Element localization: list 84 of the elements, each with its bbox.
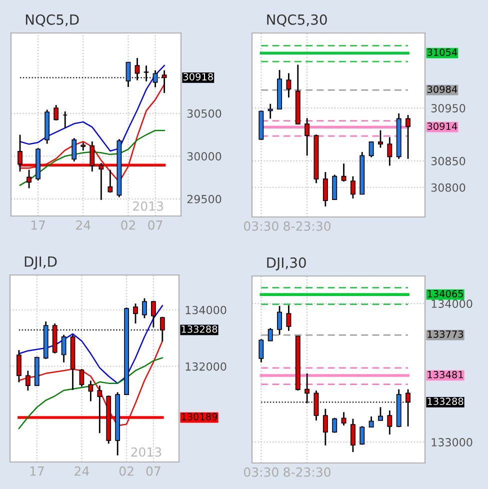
ref-line-label: 30984: [427, 86, 458, 93]
ref-line-label: 133288: [428, 398, 464, 406]
y-tick-label: 30950: [431, 104, 466, 112]
y-tick-label: 132000: [186, 362, 226, 371]
candlestick: [25, 370, 30, 392]
candlestick: [98, 162, 104, 201]
x-tick-label: 03:30: [244, 221, 278, 231]
y-tick-label: 134000: [432, 300, 472, 308]
candlestick: [72, 137, 77, 162]
candlestick: [286, 304, 292, 332]
candlestick: [350, 418, 356, 453]
line-series: [18, 357, 164, 430]
candlestick: [79, 368, 84, 388]
ref-line-label: 30918: [183, 73, 213, 80]
y-tick-label: 133000: [432, 438, 472, 446]
ref-line-label: 130189: [182, 412, 218, 420]
candlestick: [90, 140, 95, 172]
line-series: [19, 130, 165, 186]
candlestick: [332, 417, 338, 434]
candlestick: [368, 416, 374, 428]
candlestick: [151, 300, 156, 328]
candlestick: [258, 338, 264, 363]
candlestick: [268, 103, 273, 120]
chart-title: NQC5,D: [26, 14, 79, 26]
x-tick-label: 17: [30, 466, 44, 476]
candlestick: [378, 406, 383, 422]
x-tick-label: 02: [119, 466, 134, 476]
x-tick-label: 02: [121, 220, 135, 230]
candlestick: [387, 136, 392, 166]
candlestick: [61, 334, 66, 364]
ref-line-label: 134065: [428, 290, 463, 298]
y-tick-label: 30500: [187, 109, 222, 118]
line-series: [18, 340, 164, 426]
ref-line-label: 31054: [427, 48, 458, 56]
candlestick: [332, 174, 338, 200]
candlestick: [54, 104, 59, 122]
candlestick: [88, 380, 94, 402]
x-tick-label: 03:30: [244, 467, 278, 477]
candlestick: [97, 384, 102, 434]
x-tick-label: 24: [76, 220, 90, 230]
x-tick-label: 17: [31, 220, 45, 230]
line-series: [19, 64, 165, 152]
line-series: [18, 305, 164, 384]
candlestick: [387, 410, 392, 436]
y-tick-label: 30850: [431, 156, 466, 166]
candlestick: [350, 176, 356, 200]
chart-title: DJI,D: [24, 256, 57, 270]
candlestick: [322, 171, 328, 208]
ref-line-label: 133481: [428, 370, 463, 378]
ref-line-label: 133288: [182, 325, 218, 333]
annotation: 2013: [133, 201, 163, 211]
candlestick: [360, 425, 365, 446]
candlestick: [133, 302, 138, 324]
y-tick-label: 30800: [431, 183, 466, 192]
ref-line-label: 30914: [427, 122, 458, 130]
x-tick-label: 07: [146, 466, 160, 476]
x-tick-label: 8-23:30: [284, 467, 330, 477]
line-series: [19, 84, 165, 182]
y-tick-label: 30000: [187, 152, 222, 161]
candlestick: [108, 169, 113, 194]
candlestick: [341, 411, 346, 426]
y-tick-label: 134000: [186, 306, 226, 314]
candlestick: [378, 130, 383, 148]
candlestick: [286, 72, 292, 98]
candlestick: [26, 169, 32, 189]
candlestick: [268, 327, 273, 342]
x-tick-label: 07: [148, 220, 162, 230]
y-tick-label: 29500: [187, 194, 222, 204]
candlestick: [18, 134, 22, 172]
chart-title: DJI,30: [267, 257, 306, 270]
candlestick: [322, 408, 328, 446]
ref-line-label: 133773: [428, 330, 464, 338]
candlestick: [142, 298, 147, 319]
annotation: 2013: [131, 447, 162, 457]
x-tick-label: 24: [74, 466, 89, 476]
chart-title: NQC5,30: [267, 14, 327, 26]
candlestick: [406, 388, 411, 428]
candlestick: [406, 114, 411, 160]
x-tick-label: 8-23:30: [284, 221, 330, 231]
candlestick: [304, 117, 310, 156]
candlestick: [341, 162, 346, 182]
candlestick: [368, 140, 374, 158]
candlestick: [16, 349, 22, 383]
candlestick: [277, 305, 282, 336]
